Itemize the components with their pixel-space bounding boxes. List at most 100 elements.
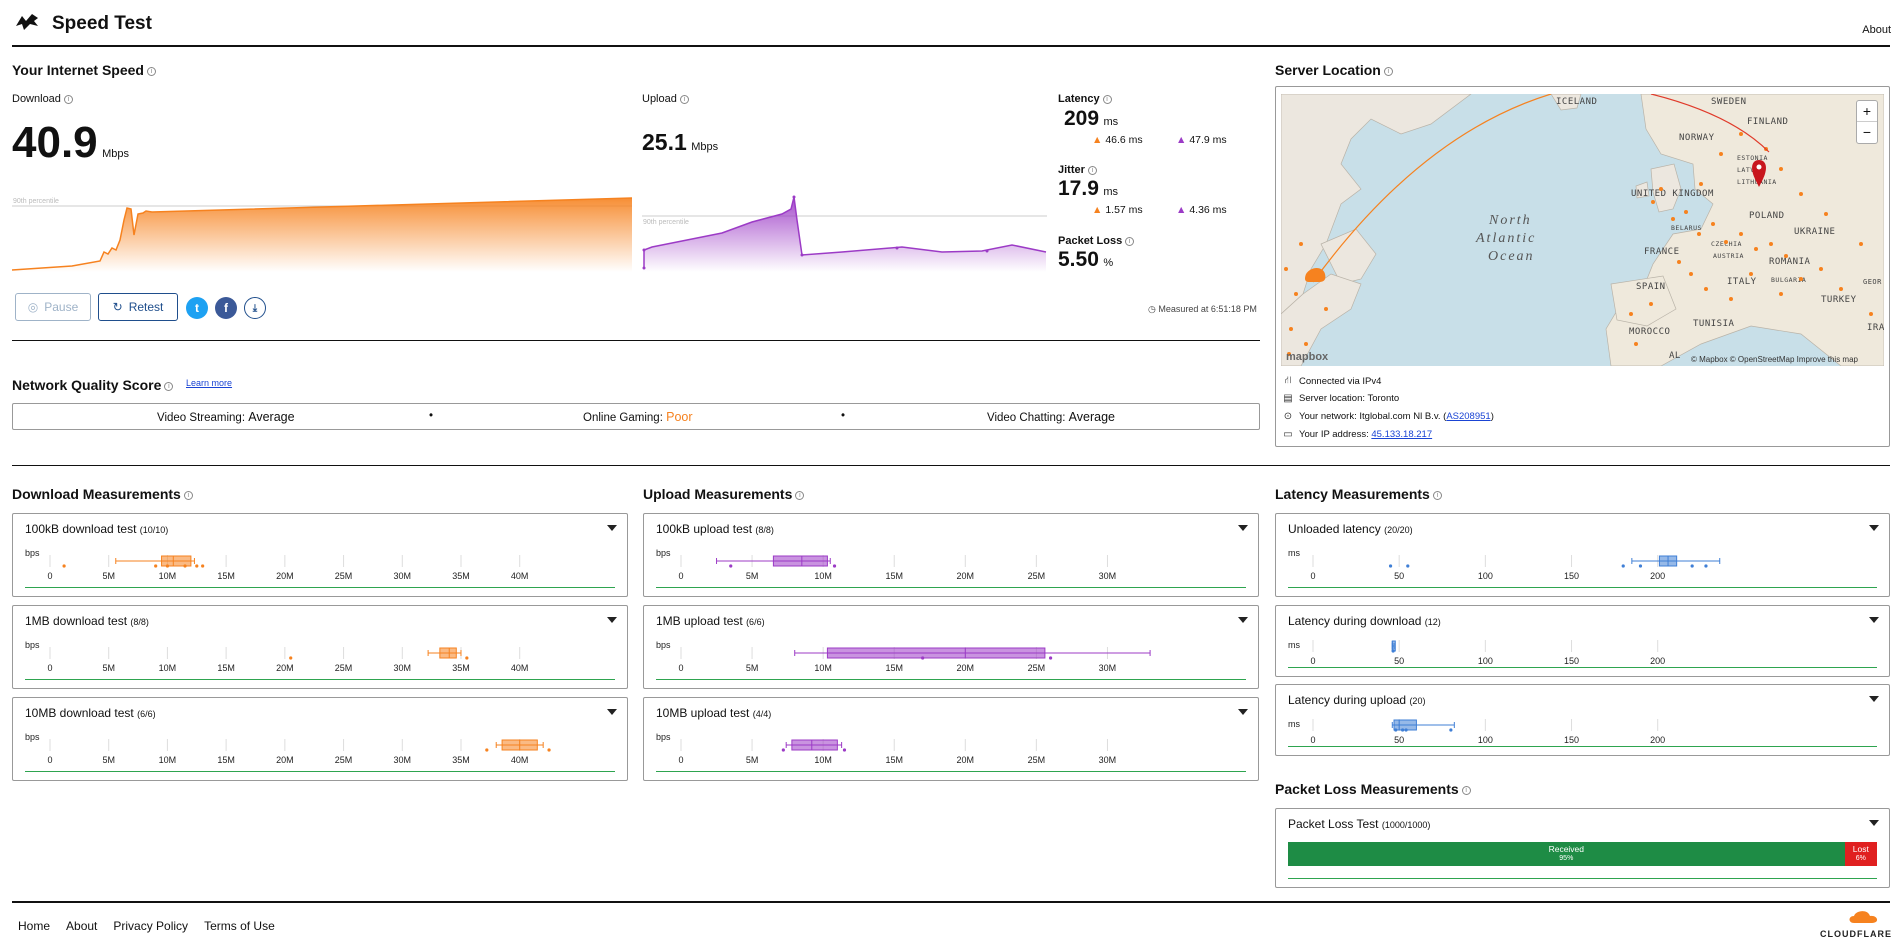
box-plot: 0 5M 10M 15M 20M 25M 30M 35M 40M: [47, 555, 528, 581]
info-icon[interactable]: i: [1102, 94, 1112, 104]
footer-terms-link[interactable]: Terms of Use: [204, 919, 275, 933]
svg-text:GEOR: GEOR: [1863, 278, 1882, 286]
measurement-card[interactable]: 10MB upload test (4/4) bps 0 5M 10M 15M 20M 2…: [643, 697, 1259, 781]
chevron-down-icon[interactable]: [1238, 617, 1248, 623]
chevron-down-icon[interactable]: [607, 525, 617, 531]
axis-tick-label: 15M: [217, 755, 235, 765]
info-icon[interactable]: i: [795, 490, 805, 500]
chevron-down-icon[interactable]: [607, 617, 617, 623]
chevron-down-icon[interactable]: [1869, 820, 1879, 826]
unit-label: bps: [656, 732, 671, 742]
learn-more-link[interactable]: Learn more: [186, 378, 233, 388]
connection-info: ⛙ Connected via IPv4: [1284, 375, 1382, 387]
twitter-icon[interactable]: t: [186, 297, 208, 319]
info-icon[interactable]: i: [1125, 236, 1135, 246]
chevron-down-icon[interactable]: [1869, 525, 1879, 531]
info-icon[interactable]: i: [1383, 66, 1393, 76]
measurement-card[interactable]: 1MB download test (8/8) bps 0 5M 10M 15M 20M…: [12, 605, 628, 689]
data-point: [1404, 728, 1408, 732]
axis-tick-label: 20M: [276, 755, 294, 765]
info-icon[interactable]: i: [1087, 165, 1097, 175]
footer-about-link[interactable]: About: [66, 919, 98, 933]
axis-tick-label: 5M: [746, 663, 759, 673]
zoom-in-button[interactable]: +: [1857, 101, 1877, 122]
zoom-out-button[interactable]: −: [1862, 124, 1872, 140]
chevron-down-icon[interactable]: [1869, 617, 1879, 623]
axis-tick-label: 5M: [746, 571, 759, 581]
as-number-link[interactable]: AS208951: [1446, 411, 1491, 422]
status-line: [656, 771, 1246, 772]
ip-address-link[interactable]: 45.133.18.217: [1371, 429, 1433, 440]
svg-text:LATVIA: LATVIA: [1737, 166, 1763, 174]
info-icon[interactable]: i: [1461, 785, 1471, 795]
axis-tick-label: 10M: [159, 663, 177, 673]
svg-text:SWEDEN: SWEDEN: [1711, 97, 1747, 107]
data-point: [1391, 649, 1395, 653]
pause-button[interactable]: ◎ Pause: [15, 293, 91, 321]
download-measurements-title: Download Measurements i: [12, 486, 193, 502]
unit-label: bps: [25, 548, 40, 558]
data-point: [842, 748, 847, 752]
measurement-card[interactable]: 100kB download test (10/10) bps 0 5M 10M 15…: [12, 513, 628, 597]
server-icon: ▤: [1283, 393, 1293, 404]
info-icon[interactable]: i: [164, 381, 174, 391]
server-map[interactable]: North Atlantic Ocean ICELAND SWEDEN FINLAN…: [1281, 94, 1884, 366]
separator: •: [841, 410, 846, 422]
axis-tick-label: 100: [1478, 735, 1493, 745]
chevron-down-icon[interactable]: [1238, 525, 1248, 531]
packet-loss-value: 5.50 %: [1058, 248, 1114, 271]
box-plot: 0 5M 10M 15M 20M 25M 30M: [678, 555, 1117, 581]
data-point: [165, 564, 170, 568]
footer-privacy-link[interactable]: Privacy Policy: [113, 919, 189, 933]
upload-measurements-title: Upload Measurements i: [643, 486, 805, 502]
data-point: [832, 564, 837, 568]
axis-tick-label: 0: [678, 663, 683, 673]
video-chatting-score: Video Chatting: Average: [987, 410, 1115, 424]
data-point: [547, 748, 551, 752]
svg-text:CZECHIA: CZECHIA: [1711, 240, 1742, 248]
data-point: [729, 564, 733, 568]
axis-tick-label: 35M: [452, 663, 470, 673]
measured-at: ◷ Measured at 6:51:18 PM: [1148, 304, 1257, 314]
axis-tick-label: 15M: [217, 571, 235, 581]
axis-tick-label: 150: [1564, 656, 1579, 666]
box: [772, 555, 828, 567]
axis-tick-label: 0: [1310, 735, 1315, 745]
info-icon[interactable]: i: [679, 94, 689, 104]
info-icon[interactable]: i: [183, 490, 193, 500]
video-streaming-score: Video Streaming: Average: [157, 410, 295, 424]
data-point: [465, 656, 469, 660]
retest-button[interactable]: ↻ Retest: [98, 293, 178, 321]
percentile-label: 90th percentile: [13, 198, 59, 205]
axis-tick-label: 35M: [452, 571, 470, 581]
footer-home-link[interactable]: Home: [18, 919, 51, 933]
chevron-down-icon[interactable]: [1238, 709, 1248, 715]
cloudflare-location-icon: [1305, 268, 1326, 282]
header-divider: [12, 45, 1890, 47]
measurement-card[interactable]: Latency during upload (20) ms 0 50 100 150 2…: [1275, 684, 1890, 756]
chevron-down-icon[interactable]: [607, 709, 617, 715]
info-icon[interactable]: i: [1432, 490, 1442, 500]
download-results-icon[interactable]: ⤓: [244, 297, 266, 319]
axis-tick-label: 30M: [1099, 571, 1117, 581]
info-icon[interactable]: i: [146, 66, 156, 76]
axis-tick-label: 30M: [394, 571, 412, 581]
svg-text:NORWAY: NORWAY: [1679, 133, 1715, 143]
info-icon[interactable]: i: [63, 94, 73, 104]
axis-tick-label: 25M: [1028, 571, 1046, 581]
axis-tick-label: 200: [1650, 735, 1665, 745]
about-link[interactable]: About: [1862, 24, 1891, 36]
online-gaming-score: Online Gaming: Poor: [583, 410, 693, 424]
jitter-download: ▲ 1.57 ms: [1092, 204, 1143, 216]
measurement-card[interactable]: 100kB upload test (8/8) bps 0 5M 10M 15M 20M…: [643, 513, 1259, 597]
measurement-card[interactable]: 1MB upload test (6/6) bps 0 5M 10M 15M 20M 25…: [643, 605, 1259, 689]
packet-loss-card[interactable]: Packet Loss Test (1000/1000) Received 95%…: [1275, 808, 1890, 888]
measurement-card[interactable]: Unloaded latency (20/20) ms 0 50 100 150 200: [1275, 513, 1890, 597]
test-title: 100kB download test (10/10): [25, 522, 169, 536]
percentile-label: 90th percentile: [643, 219, 689, 226]
measurement-card[interactable]: 10MB download test (6/6) bps 0 5M 10M 15M 20…: [12, 697, 628, 781]
measurement-card[interactable]: Latency during download (12) ms 0 50 100 15…: [1275, 605, 1890, 677]
chevron-down-icon[interactable]: [1869, 696, 1879, 702]
unit-label: bps: [656, 640, 671, 650]
facebook-icon[interactable]: f: [215, 297, 237, 319]
